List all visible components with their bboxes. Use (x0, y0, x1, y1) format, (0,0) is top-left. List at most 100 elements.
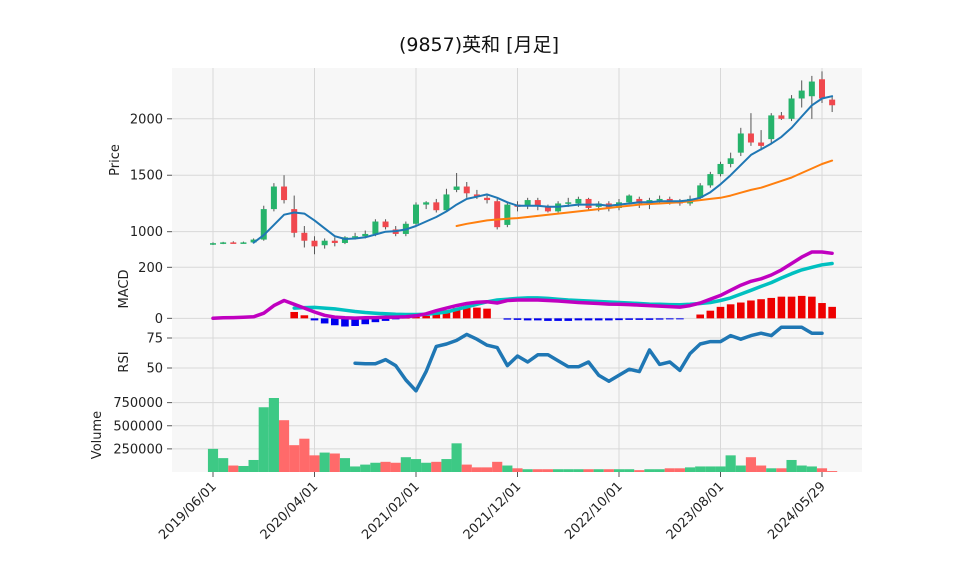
x-tick-label: 2019/06/01 (156, 479, 220, 543)
candle-body (291, 209, 298, 233)
volume-bar (370, 462, 381, 472)
macd-histogram-bar (523, 318, 532, 321)
macd-histogram-bar (483, 308, 491, 319)
volume-bar (634, 470, 645, 472)
volume-bar (238, 465, 249, 472)
candle-body (260, 209, 267, 240)
volume-bar (695, 466, 706, 472)
candle-body (341, 237, 348, 243)
volume-bar (309, 455, 320, 472)
candle-body (413, 204, 419, 224)
macd-histogram-bar (767, 297, 776, 319)
macd-histogram-bar (351, 318, 359, 326)
candle-body (423, 202, 430, 205)
macd-y-tick-label: 0 (155, 312, 163, 327)
x-tick-label: 2022/10/01 (562, 479, 626, 543)
macd-histogram-bar (412, 316, 420, 319)
macd-histogram-bar (564, 318, 573, 321)
macd-histogram-bar (341, 318, 349, 327)
candle-body (250, 239, 257, 243)
candle-body (626, 195, 633, 203)
volume-bar (228, 465, 239, 472)
volume-bar (502, 465, 513, 472)
moving-average-short-line (252, 95, 834, 244)
volume-bar (735, 465, 746, 472)
x-tick-label: 2020/04/01 (258, 479, 322, 543)
macd-histogram-bar (513, 318, 522, 320)
macd-histogram-bar (544, 318, 552, 321)
volume-bar (806, 466, 817, 472)
candle-body (778, 115, 785, 119)
candle-body (747, 133, 754, 143)
macd-signal-line (292, 261, 834, 317)
macd-histogram-bar (554, 318, 562, 321)
volume-bar (816, 468, 828, 472)
volume-bar (421, 462, 432, 472)
macd-histogram-bar (797, 295, 806, 319)
candle-body (270, 186, 277, 210)
volume-bar (553, 469, 564, 472)
volume-bar (350, 466, 361, 472)
macd-histogram-bar (635, 318, 644, 320)
candle-body (321, 240, 328, 246)
volume-bar (390, 462, 401, 472)
rsi-y-tick-label: 75 (146, 332, 163, 347)
macd-histogram-bar (737, 302, 745, 319)
candle-body (210, 243, 216, 245)
candle-body (301, 232, 308, 241)
candle-body (727, 158, 734, 164)
volume-bar (360, 464, 371, 472)
candle-body (240, 242, 247, 244)
candle-body (220, 242, 227, 244)
volume-bar (705, 466, 716, 472)
macd-histogram-bar (381, 318, 390, 321)
volume-bar (522, 469, 533, 472)
macd-histogram-bar (462, 307, 471, 319)
macd-histogram-bar (655, 318, 664, 320)
volume-y-tick-label: 250000 (113, 442, 163, 457)
candle-body (737, 133, 744, 153)
macd-line (211, 250, 834, 321)
volume-bar (644, 469, 655, 472)
price-y-tick-label: 2000 (130, 112, 163, 127)
volume-axis-label: Volume (90, 411, 105, 459)
candle-body (829, 99, 836, 106)
candle-body (382, 221, 389, 228)
candle-body (788, 98, 795, 119)
macd-histogram-bar (716, 306, 725, 319)
volume-bar (532, 469, 543, 472)
volume-bar (471, 467, 482, 472)
candle-body (656, 198, 663, 201)
volume-bar (207, 448, 219, 472)
macd-histogram-bar (320, 318, 329, 324)
macd-histogram-bar (300, 315, 309, 319)
candle-body (758, 142, 765, 146)
candle-body (443, 194, 450, 211)
macd-histogram-bar (615, 318, 623, 321)
chart-title: (9857)英和 [月足] (398, 34, 560, 56)
candle-body (565, 202, 572, 204)
volume-bar (319, 452, 330, 472)
candle-body (798, 90, 805, 99)
macd-histogram-bar (645, 318, 654, 320)
macd-histogram-bar (473, 307, 481, 319)
volume-bar (603, 469, 614, 472)
volume-bar (431, 461, 442, 472)
candle-body (534, 200, 541, 206)
macd-histogram-bar (361, 318, 370, 325)
volume-bar (400, 457, 411, 472)
volume-bar (786, 459, 797, 472)
candle-body (544, 206, 551, 212)
candle-body (352, 236, 359, 238)
candle-body (463, 186, 470, 194)
volume-bar (339, 458, 351, 472)
macd-histogram-bar (625, 318, 633, 320)
volume-bar (725, 455, 736, 472)
volume-bar (248, 459, 259, 472)
candle-body (230, 242, 237, 244)
macd-histogram-bar (594, 318, 603, 321)
volume-bar (776, 468, 787, 472)
macd-histogram-bar (442, 310, 451, 319)
volume-bar (542, 469, 554, 472)
